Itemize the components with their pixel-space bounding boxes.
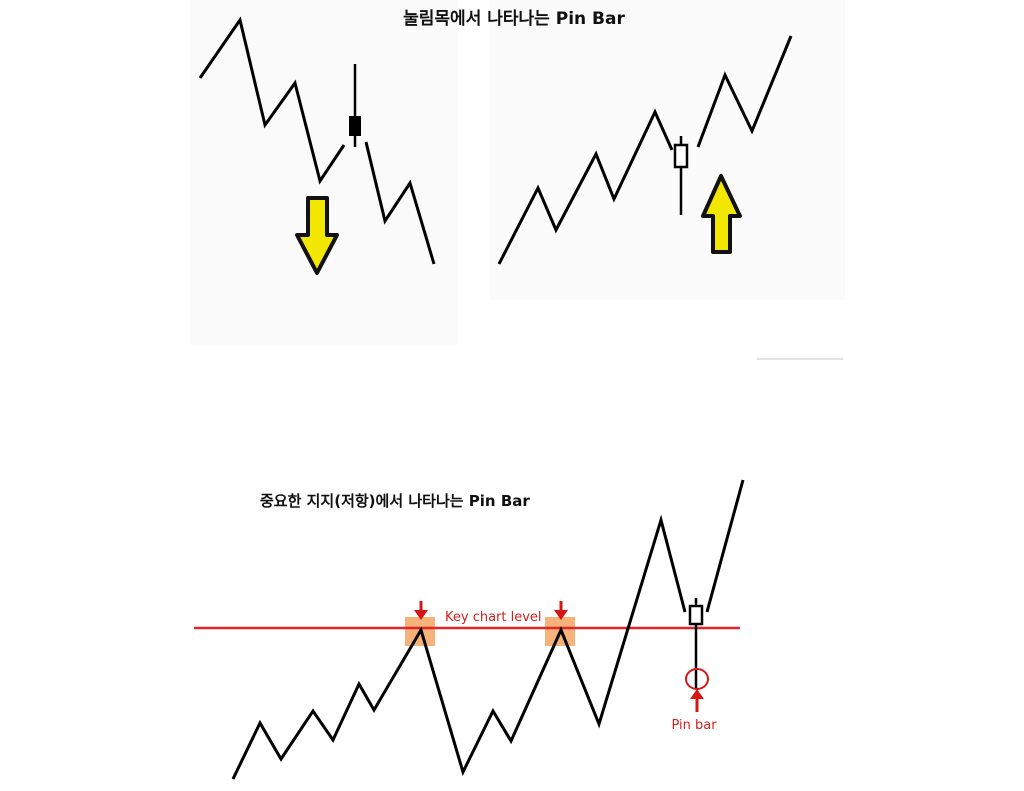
red-down-arrow-icon xyxy=(554,601,568,620)
bottom-title: 중요한 지지(저항)에서 나타나는 Pin Bar xyxy=(260,492,530,510)
top-title: 눌림목에서 나타나는 Pin Bar xyxy=(403,9,625,29)
key-level-pin-bar-body xyxy=(688,604,704,626)
bottom-breakout-line xyxy=(705,479,745,613)
red-up-arrow-icon xyxy=(690,689,704,712)
yellow-up-arrow-icon xyxy=(701,174,742,254)
uptrend-price-line xyxy=(497,108,674,265)
bullish-pin-bar-candle xyxy=(673,136,689,215)
bottom-price-line xyxy=(231,514,687,780)
key-chart-level-label: Key chart level xyxy=(445,610,542,625)
bearish-pin-bar-body xyxy=(349,116,361,136)
red-down-arrow-icon xyxy=(414,601,428,620)
downtrend-continuation-line xyxy=(364,141,436,265)
bearish-pin-bar-candle xyxy=(349,64,361,147)
downtrend-price-line xyxy=(198,16,346,185)
top-right-panel-background xyxy=(490,0,845,300)
pin-bar-label: Pin bar xyxy=(671,718,717,733)
key-level-pin-bar-candle xyxy=(688,598,704,688)
yellow-down-arrow-icon xyxy=(295,196,339,275)
uptrend-continuation-line xyxy=(696,35,793,148)
bullish-pin-bar-body xyxy=(673,143,689,169)
